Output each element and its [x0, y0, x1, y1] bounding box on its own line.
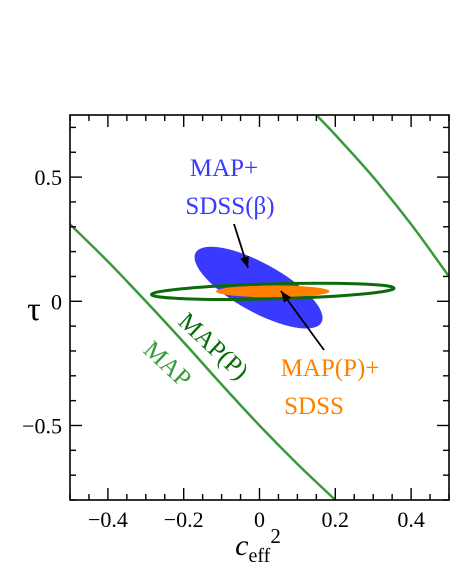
map-curve-2 [315, 115, 449, 278]
x-axis-label-sub: eff [248, 545, 270, 563]
x-tick-label: −0.2 [164, 507, 204, 532]
x-axis-label-sup: 2 [270, 524, 281, 548]
x-tick-label: 0.4 [397, 507, 425, 532]
arrow-map-p-sdss-shaft [280, 290, 325, 351]
y-tick-label: −0.5 [22, 413, 62, 438]
x-axis-label: ceff2 [235, 524, 281, 563]
map-curve-1 [70, 223, 337, 500]
x-tick-label: −0.4 [88, 507, 128, 532]
label-map-sdss-beta-line1: MAP+ [190, 155, 258, 182]
region-map-p-sdss [215, 285, 330, 298]
arrow-sdss-beta-head [240, 256, 249, 268]
x-tick-label: 0 [254, 507, 265, 532]
y-axis-label: τ [27, 291, 41, 328]
arrow-map-p-sdss-head [281, 291, 292, 303]
labels-layer: MAP+ SDSS(β) MAP(P)+ SDSS MAP(P) MAP τ c… [27, 155, 379, 563]
label-map-p-sdss-line1: MAP(P)+ [281, 355, 380, 382]
axes-layer: −0.4 −0.2 0 0.2 0.4 −0.5 0 0.5 [22, 114, 450, 532]
regions-layer [150, 223, 396, 351]
label-map-p-sdss-line2: SDSS [284, 393, 344, 420]
region-map-p-outline [150, 281, 396, 301]
curves-layer [70, 115, 449, 500]
y-tick-label: 0.5 [35, 165, 63, 190]
x-tick-label: 0.2 [322, 507, 350, 532]
y-tick-label: 0 [51, 289, 62, 314]
label-map-sdss-beta-line2: SDSS(β) [185, 193, 274, 220]
x-axis-label-main: c [235, 529, 248, 562]
